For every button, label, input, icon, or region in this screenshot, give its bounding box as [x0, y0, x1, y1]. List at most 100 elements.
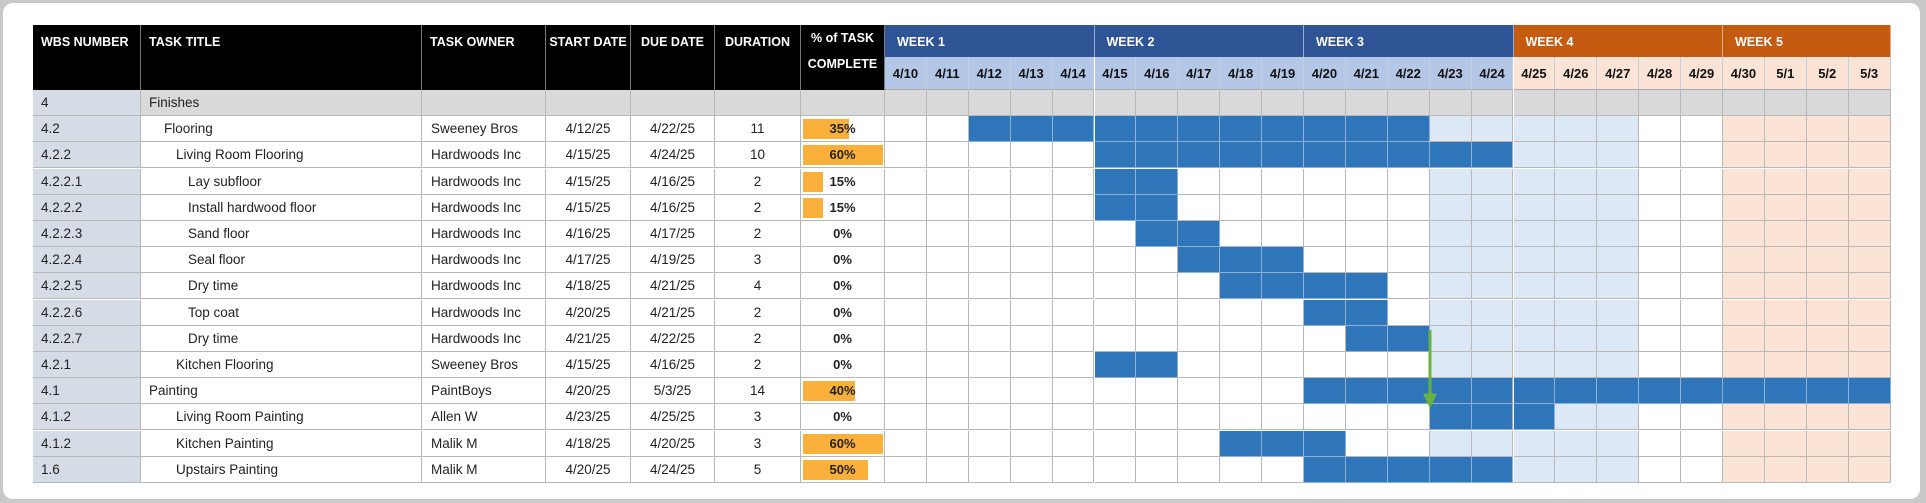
gantt-day-cell[interactable]	[1094, 378, 1137, 405]
gantt-bar-cell[interactable]	[1764, 378, 1807, 405]
gantt-day-cell[interactable]	[1597, 352, 1640, 378]
gantt-bar-cell[interactable]	[1639, 378, 1682, 405]
due-date-cell[interactable]: 4/22/25	[631, 116, 715, 143]
gantt-bar-cell[interactable]	[1094, 352, 1137, 378]
gantt-day-cell[interactable]	[1555, 299, 1598, 326]
gantt-day-cell[interactable]	[1304, 194, 1346, 221]
gantt-day-cell[interactable]	[1597, 194, 1640, 221]
gantt-day-cell[interactable]	[968, 142, 1011, 169]
gantt-day-cell[interactable]	[1220, 90, 1263, 116]
gantt-bar-cell[interactable]	[1262, 273, 1304, 300]
gantt-day-cell[interactable]	[1723, 325, 1765, 352]
gantt-day-cell[interactable]	[1848, 142, 1891, 169]
gantt-day-cell[interactable]	[1555, 90, 1598, 116]
gantt-bar-cell[interactable]	[1304, 142, 1346, 169]
task-owner-cell[interactable]: Hardwoods Inc	[422, 247, 546, 274]
start-date-cell[interactable]	[546, 90, 631, 116]
gantt-day-cell[interactable]	[1639, 116, 1682, 143]
gantt-day-cell[interactable]	[1052, 90, 1095, 116]
gantt-day-cell[interactable]	[926, 168, 969, 195]
gantt-day-cell[interactable]	[1555, 456, 1598, 483]
task-owner-cell[interactable]: Hardwoods Inc	[422, 299, 546, 326]
gantt-day-cell[interactable]	[1597, 325, 1640, 352]
gantt-day-cell[interactable]	[1806, 352, 1849, 378]
gantt-day-cell[interactable]	[1471, 352, 1514, 378]
gantt-bar-cell[interactable]	[1052, 116, 1095, 143]
gantt-day-cell[interactable]	[1094, 325, 1137, 352]
gantt-day-cell[interactable]	[1262, 404, 1304, 431]
start-date-cell[interactable]: 4/23/25	[546, 404, 631, 431]
gantt-day-cell[interactable]	[1764, 194, 1807, 221]
gantt-day-cell[interactable]	[1304, 90, 1346, 116]
gantt-day-cell[interactable]	[1555, 221, 1598, 247]
gantt-day-cell[interactable]	[1764, 247, 1807, 274]
gantt-day-cell[interactable]	[885, 142, 927, 169]
gantt-day-cell[interactable]	[1681, 247, 1723, 274]
due-date-cell[interactable]: 4/17/25	[631, 221, 715, 247]
gantt-day-cell[interactable]	[1639, 90, 1682, 116]
gantt-day-cell[interactable]	[1555, 116, 1598, 143]
gantt-day-cell[interactable]	[1052, 247, 1095, 274]
gantt-day-cell[interactable]	[1010, 194, 1053, 221]
gantt-day-cell[interactable]	[1094, 404, 1137, 431]
gantt-day-cell[interactable]	[1681, 430, 1723, 457]
gantt-day-cell[interactable]	[1304, 325, 1346, 352]
gantt-day-cell[interactable]	[1304, 352, 1346, 378]
gantt-bar-cell[interactable]	[1429, 378, 1472, 405]
gantt-day-cell[interactable]	[1639, 142, 1682, 169]
gantt-bar-cell[interactable]	[1345, 273, 1388, 300]
gantt-day-cell[interactable]	[1597, 456, 1640, 483]
task-title-cell[interactable]: Painting	[141, 378, 422, 405]
gantt-day-cell[interactable]	[1513, 221, 1556, 247]
gantt-day-cell[interactable]	[926, 273, 969, 300]
gantt-day-cell[interactable]	[926, 194, 969, 221]
gantt-bar-cell[interactable]	[1471, 404, 1514, 431]
gantt-bar-cell[interactable]	[1345, 378, 1388, 405]
gantt-day-cell[interactable]	[1723, 456, 1765, 483]
gantt-day-cell[interactable]	[1387, 221, 1430, 247]
gantt-day-cell[interactable]	[1178, 90, 1221, 116]
gantt-day-cell[interactable]	[1429, 116, 1472, 143]
gantt-day-cell[interactable]	[926, 221, 969, 247]
task-title-cell[interactable]: Install hardwood floor	[141, 194, 422, 221]
task-title-cell[interactable]: Top coat	[141, 299, 422, 326]
gantt-day-cell[interactable]	[1597, 404, 1640, 431]
gantt-day-cell[interactable]	[968, 430, 1011, 457]
gantt-bar-cell[interactable]	[1471, 378, 1514, 405]
gantt-day-cell[interactable]	[968, 299, 1011, 326]
gantt-day-cell[interactable]	[1848, 273, 1891, 300]
gantt-day-cell[interactable]	[885, 116, 927, 143]
gantt-day-cell[interactable]	[1555, 168, 1598, 195]
task-owner-cell[interactable]: Hardwoods Inc	[422, 221, 546, 247]
wbs-cell[interactable]: 4.2.2.5	[33, 273, 141, 300]
gantt-bar-cell[interactable]	[1262, 247, 1304, 274]
gantt-day-cell[interactable]	[1262, 325, 1304, 352]
gantt-day-cell[interactable]	[1639, 404, 1682, 431]
task-title-cell[interactable]: Kitchen Painting	[141, 430, 422, 457]
gantt-bar-cell[interactable]	[1304, 378, 1346, 405]
gantt-day-cell[interactable]	[1262, 221, 1304, 247]
gantt-day-cell[interactable]	[1597, 221, 1640, 247]
gantt-bar-cell[interactable]	[1513, 404, 1556, 431]
task-owner-cell[interactable]: Malik M	[422, 430, 546, 457]
gantt-day-cell[interactable]	[1555, 194, 1598, 221]
gantt-day-cell[interactable]	[1764, 325, 1807, 352]
gantt-day-cell[interactable]	[1471, 325, 1514, 352]
due-date-cell[interactable]: 4/16/25	[631, 194, 715, 221]
gantt-day-cell[interactable]	[885, 247, 927, 274]
gantt-day-cell[interactable]	[1094, 90, 1137, 116]
gantt-day-cell[interactable]	[1345, 352, 1388, 378]
gantt-bar-cell[interactable]	[1220, 247, 1263, 274]
gantt-day-cell[interactable]	[1723, 90, 1765, 116]
gantt-bar-cell[interactable]	[1681, 378, 1723, 405]
gantt-day-cell[interactable]	[885, 299, 927, 326]
gantt-day-cell[interactable]	[1220, 299, 1263, 326]
gantt-day-cell[interactable]	[1345, 221, 1388, 247]
percent-complete-cell[interactable]: 40%	[801, 378, 885, 405]
task-row[interactable]: 4.2 Flooring Sweeney Bros 4/12/25 4/22/25 11 3…	[33, 116, 1891, 143]
gantt-day-cell[interactable]	[1178, 299, 1221, 326]
gantt-bar-cell[interactable]	[1429, 404, 1472, 431]
task-title-cell[interactable]: Finishes	[141, 90, 422, 116]
gantt-day-cell[interactable]	[1764, 352, 1807, 378]
gantt-day-cell[interactable]	[1764, 168, 1807, 195]
